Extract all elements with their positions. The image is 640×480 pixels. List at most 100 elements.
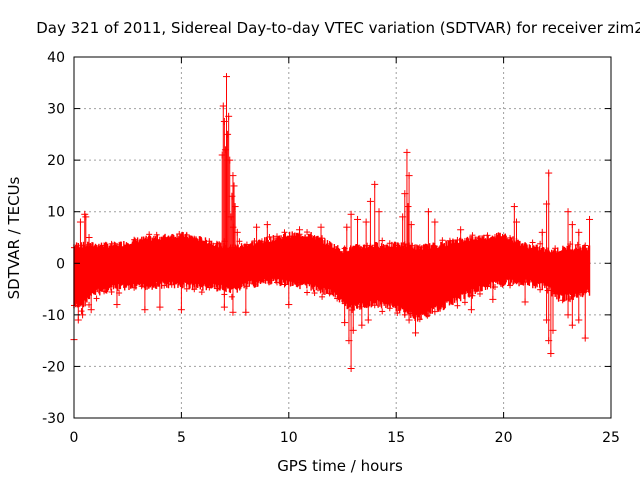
data-point [457,226,465,234]
edge-point [281,281,288,288]
edge-point [243,283,250,290]
data-point [403,148,411,156]
data-point [568,321,576,329]
edge-point [146,282,153,289]
edge-point [146,231,153,238]
data-point [218,151,226,159]
y-tick-label: 30 [47,102,65,118]
edge-point [476,290,483,297]
edge-point [153,231,160,238]
edge-point [349,307,356,314]
edge-point [228,293,235,300]
edge-point [206,284,213,291]
data-point [85,234,93,241]
edge-point [108,288,115,295]
edge-point [454,302,461,309]
edge-point [161,234,168,241]
series-band [71,229,591,323]
data-point [229,308,237,316]
edge-point [431,308,438,315]
data-point [543,200,551,208]
edge-point [507,234,514,241]
edge-point [213,285,220,292]
edge-point [161,282,168,289]
edge-point [522,243,529,250]
data-point [366,197,374,205]
edge-point [334,295,341,302]
data-point [512,218,520,226]
edge-point [574,241,581,248]
edge-point [416,244,423,251]
edge-point [123,242,130,249]
edge-point [183,231,190,238]
edge-point [304,229,311,236]
edge-point [266,277,273,284]
edge-point [446,237,453,244]
data-point [564,208,572,216]
data-point [227,213,235,221]
edge-point [476,235,483,242]
data-point [371,180,379,188]
data-point [231,203,239,211]
data-point [229,223,237,231]
data-point [79,311,87,319]
y-tick-label: 0 [56,256,65,272]
edge-point [424,244,431,251]
edge-point [131,284,138,291]
edge-point [289,233,296,240]
data-point [431,218,439,226]
edge-point [552,245,559,252]
data-point [405,316,413,324]
data-point [424,208,432,216]
data-point [568,221,576,229]
data-point [221,146,229,154]
data-point [113,301,121,309]
edge-point [258,277,265,284]
data-point [401,190,409,198]
edge-point [101,242,108,249]
edge-point [364,301,371,308]
data-point [82,213,90,221]
edge-point [507,282,514,289]
data-point [545,169,553,177]
edge-point [454,236,461,243]
edge-point [123,281,130,288]
data-point [74,316,82,324]
data-point [575,316,583,324]
edge-point [446,297,453,304]
edge-point [364,242,371,249]
data-point [405,172,413,180]
x-tick-label: 0 [70,430,79,446]
edge-point [401,311,408,318]
edge-point [198,238,205,245]
edge-point [582,242,589,249]
edge-point [394,242,401,249]
data-point [233,228,241,236]
x-tick-label: 25 [602,430,620,446]
data-point [141,306,149,314]
data-point [412,329,420,337]
data-point [575,228,583,236]
edge-point [78,242,85,249]
data-point [586,215,594,223]
edge-point [93,295,100,302]
edge-point [559,297,566,304]
data-point [399,213,407,221]
y-tick-label: 40 [47,50,65,66]
edge-point [116,241,123,248]
data-point [549,326,557,334]
y-axis-label: SDTVAR / TECUs [5,176,23,299]
edge-point [484,283,491,290]
edge-point [326,240,333,247]
edge-point [326,290,333,297]
edge-point [251,281,258,288]
data-point [364,316,372,324]
data-point [242,308,250,316]
edge-point [574,289,581,296]
data-point [543,316,551,324]
edge-point [176,230,183,237]
plot-frame [73,56,612,419]
edge-point [236,283,243,290]
edge-point [439,237,446,244]
